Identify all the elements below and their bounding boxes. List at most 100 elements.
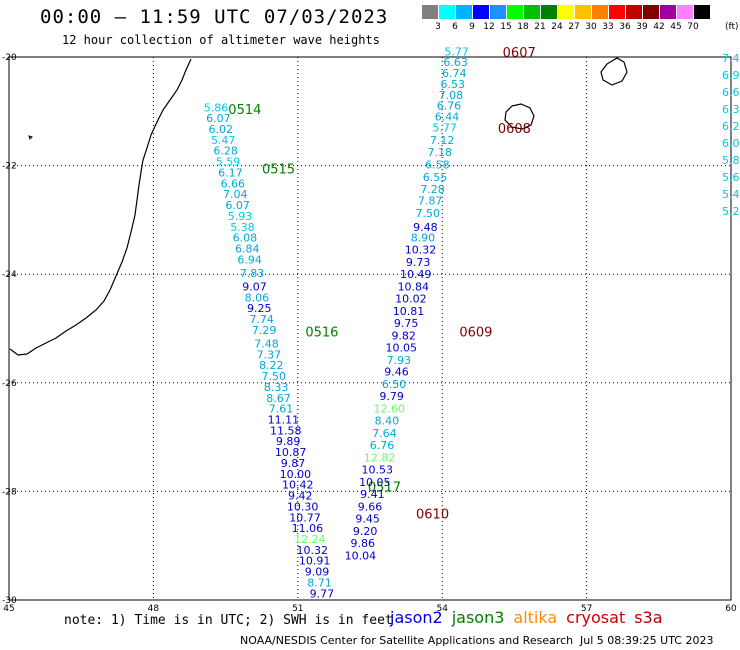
mauritius-island [600,57,628,86]
scale-label: 42 [653,22,665,32]
swh-value: 6.28 [213,145,238,158]
swh-value: 7.48 [254,338,279,351]
swh-value: 7.61 [269,403,294,416]
swh-value: 10.00 [280,468,312,481]
swh-value: 7.12 [430,134,455,147]
lat-tick-label: -26 [2,379,17,389]
swh-value: 7.08 [439,89,464,102]
swh-value: 6.55 [423,171,448,184]
satellite-legend: jason2 jason3 altika cryosat s3a [390,608,672,627]
lon-tick-label: 60 [725,604,737,614]
swh-value: 10.81 [393,305,425,318]
scale-swatch [541,5,557,19]
swh-value: 8.22 [259,359,284,372]
legend-cryosat: cryosat [566,608,626,627]
swh-value: 8.71 [307,576,332,589]
pass-time-label: 0609 [459,326,492,341]
swh-value: 9.79 [379,390,404,403]
pass-time-label: 0516 [305,326,338,341]
lat-tick-label: -30 [2,596,17,606]
scale-label: 15 [500,22,512,32]
swh-value: 7.74 [249,313,274,326]
swh-value: 10.53 [361,463,393,476]
scale-label: 33 [602,22,614,32]
swh-value: 6.74 [442,67,467,80]
edge-swh-value: 5.6 [722,171,740,184]
swh-value: 7.64 [372,427,397,440]
legend-jason3: jason3 [451,608,505,627]
legend-s3a: s3a [634,608,663,627]
swh-value: 7.87 [418,195,443,208]
scale-swatch [660,5,676,19]
scale-swatch [694,5,710,19]
edge-swh-value: 6.2 [722,120,740,133]
scale-label: 27 [568,22,580,32]
scale-swatch [643,5,659,19]
reunion-island [504,103,535,130]
edge-swh-value: 6.9 [722,69,740,82]
swh-value: 7.04 [223,188,248,201]
swh-value: 9.73 [406,256,431,269]
footer-timestamp: Jul 5 08:39:25 UTC 2023 [580,634,714,647]
swh-value: 10.30 [287,500,319,513]
swh-value: 7.50 [416,207,441,220]
swh-value: 10.84 [398,280,430,293]
scale-label: 12 [483,22,495,32]
right-edge-values: 7.4 6.9 6.6 6.3 6.2 6.0 5.8 5.6 5.4 5.2 [722,52,740,218]
edge-swh-value: 6.0 [722,137,740,150]
swh-value: 6.66 [221,177,246,190]
scale-swatch [592,5,608,19]
edge-swh-value: 7.4 [722,52,740,65]
swh-value: 5.77 [432,121,457,134]
pass-time-label: 0607 [503,46,536,61]
swh-value: 9.66 [358,500,383,513]
swh-value: 10.42 [282,479,314,492]
swh-value: 5.86 [204,101,229,114]
scale-label: 18 [517,22,529,32]
swh-value: 10.32 [405,244,437,257]
swh-value: 10.05 [386,341,418,354]
swh-value: 9.75 [394,317,419,330]
swh-value: 9.25 [247,302,272,315]
map-subtitle: 12 hour collection of altimeter wave hei… [62,33,380,47]
edge-swh-value: 5.2 [722,205,740,218]
swh-value: 7.29 [252,324,277,337]
altimeter-tracks: 5.866.076.025.476.285.596.176.667.046.07… [204,45,536,600]
swh-value: 5.59 [216,156,241,169]
scale-label: 30 [585,22,597,32]
swh-value: 9.46 [384,366,409,379]
scale-label: 70 [687,22,699,32]
swh-value: 12.82 [364,452,396,465]
scale-label: 9 [469,22,475,32]
swh-value: 7.37 [257,348,282,361]
swh-value: 6.08 [233,232,258,245]
swh-value: 10.87 [275,446,307,459]
scale-swatch [490,5,506,19]
scale-swatch [439,5,455,19]
footer-note: note: 1) Time is in UTC; 2) SWH is in fe… [64,613,393,628]
scale-swatch [524,5,540,19]
scale-label: 39 [636,22,648,32]
lon-tick-label: 51 [292,604,303,614]
swh-value: 10.02 [395,292,427,305]
scale-label: 45 [670,22,682,32]
edge-swh-value: 5.4 [722,188,740,201]
swh-value: 9.45 [355,512,380,525]
swh-value: 6.58 [425,158,450,171]
scale-label: 21 [534,22,546,32]
swh-value: 9.86 [351,537,376,550]
small-island [28,135,33,140]
lat-tick-label: -20 [2,53,17,63]
scale-swatch [473,5,489,19]
swh-value: 6.84 [235,242,260,255]
swh-value: 8.90 [411,232,436,245]
legend-altika: altika [513,608,558,627]
scale-swatch [456,5,472,19]
edge-swh-value: 5.8 [722,154,740,167]
swh-value: 6.76 [437,100,462,113]
map-title: 00:00 – 11:59 UTC 07/03/2023 [40,6,389,28]
scale-swatch [626,5,642,19]
scale-label: 24 [551,22,563,32]
swh-value: 8.33 [264,381,289,394]
edge-swh-value: 6.6 [722,86,740,99]
